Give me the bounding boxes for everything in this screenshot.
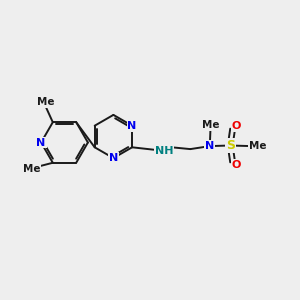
Text: N: N [205,141,214,151]
Text: Me: Me [202,120,219,130]
Text: O: O [232,121,241,131]
Text: N: N [37,137,46,148]
Text: S: S [226,139,235,152]
Text: Me: Me [249,141,267,151]
Text: Me: Me [23,164,40,174]
Text: Me: Me [37,97,54,107]
Text: NH: NH [155,146,173,156]
Text: O: O [232,160,241,170]
Text: N: N [128,121,137,131]
Text: N: N [109,153,118,163]
